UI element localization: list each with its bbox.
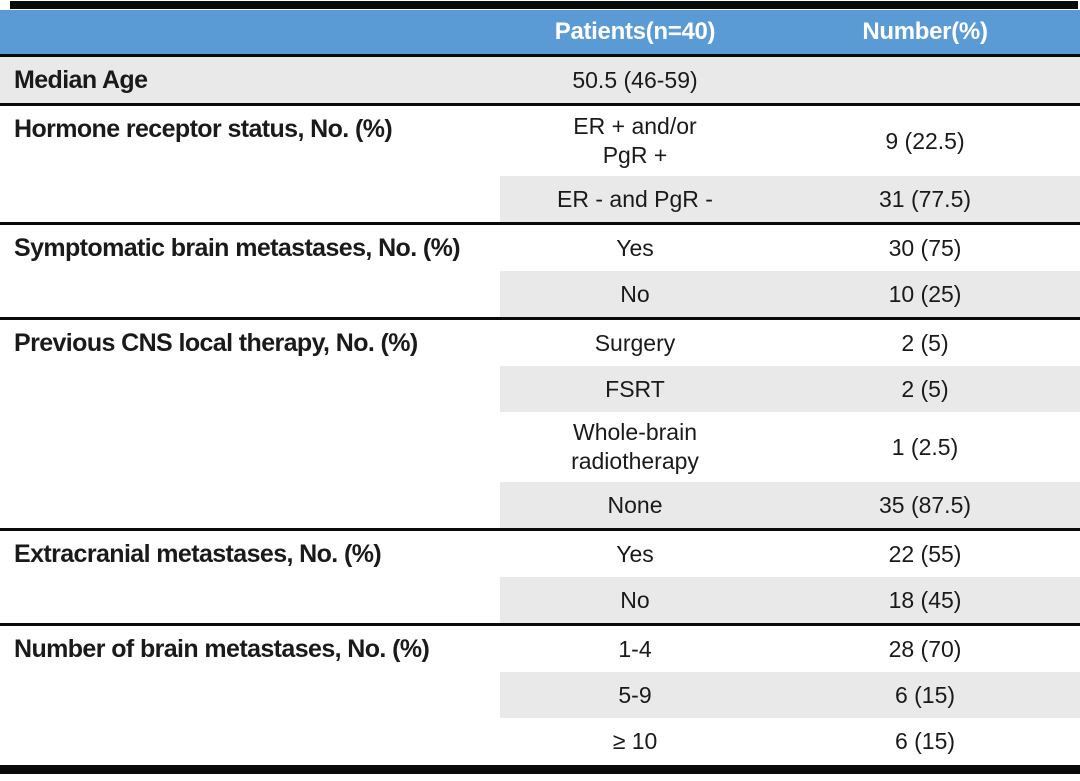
patients-value-cell: None (607, 491, 663, 518)
characteristic-group: Hormone receptor status, No. (%) ER + and… (0, 103, 1080, 222)
patients-value-cell: ER + and/or PgR + (573, 113, 697, 168)
group-rows: ER + and/or PgR + 9 (22.5) ER - and PgR - 3… (500, 106, 1080, 222)
group-rows: Yes 22 (55) No 18 (45) (500, 531, 1080, 623)
table-row: ER - and PgR - 31 (77.5) (500, 176, 1080, 222)
number-percent-cell: 9 (22.5) (885, 127, 965, 154)
number-percent-cell: 1 (2.5) (891, 433, 959, 460)
number-percent-cell: 10 (25) (888, 280, 962, 307)
table-body: Median Age 50.5 (46-59) Hormone receptor s… (0, 57, 1080, 764)
patients-value-cell: No (620, 586, 650, 613)
patients-value-cell: 1-4 (618, 635, 652, 662)
number-percent-cell: 28 (70) (888, 635, 962, 662)
patients-value-cell: Surgery (594, 329, 676, 356)
table-row: Whole-brain radiotherapy 1 (2.5) (500, 412, 1080, 482)
table-row: 5-9 6 (15) (500, 672, 1080, 718)
characteristic-group: Symptomatic brain metastases, No. (%) Yes… (0, 222, 1080, 317)
patients-value-cell: 50.5 (46-59) (572, 66, 698, 93)
table-row: No 18 (45) (500, 577, 1080, 623)
number-percent-cell: 6 (15) (894, 681, 956, 708)
characteristic-group: Extracranial metastases, No. (%) Yes 22 (5… (0, 528, 1080, 623)
number-percent-cell: 31 (77.5) (878, 185, 972, 212)
table-row: Yes 22 (55) (500, 531, 1080, 577)
number-percent-cell: 22 (55) (888, 540, 962, 567)
patients-value-cell: No (620, 280, 650, 307)
number-percent-cell: 6 (15) (894, 727, 956, 754)
table-row: Yes 30 (75) (500, 225, 1080, 271)
patients-value-cell: Yes (616, 234, 654, 261)
group-rows: Surgery 2 (5) FSRT 2 (5) Whole-brain radioth… (500, 320, 1080, 528)
group-rows: 50.5 (46-59) (500, 57, 1080, 103)
table-header-row: Patients(n=40) Number(%) (0, 10, 1080, 57)
table-row: 1-4 28 (70) (500, 626, 1080, 672)
group-label: Symptomatic brain metastases, No. (%) (14, 234, 461, 262)
number-percent-cell: 2 (5) (901, 329, 949, 356)
patients-value-cell: ER - and PgR - (557, 185, 713, 212)
table-row: ER + and/or PgR + 9 (22.5) (500, 106, 1080, 176)
table-bottom-rule (0, 765, 1080, 774)
characteristic-group: Previous CNS local therapy, No. (%) Surge… (0, 317, 1080, 528)
group-label: Hormone receptor status, No. (%) (14, 115, 393, 143)
patients-value-cell: Yes (616, 540, 654, 567)
group-label: Number of brain metastases, No. (%) (14, 635, 430, 663)
group-label: Extracranial metastases, No. (%) (14, 540, 382, 568)
number-percent-cell: 18 (45) (888, 586, 962, 613)
number-percent-cell: 35 (87.5) (878, 491, 972, 518)
number-percent-cell: 2 (5) (901, 375, 949, 402)
column-header-number: Number(%) (862, 18, 988, 45)
patients-value-cell: 5-9 (618, 681, 652, 708)
table-row: None 35 (87.5) (500, 482, 1080, 528)
group-rows: Yes 30 (75) No 10 (25) (500, 225, 1080, 317)
patients-value-cell: ≥ 10 (612, 727, 658, 754)
characteristic-group: Median Age 50.5 (46-59) (0, 57, 1080, 103)
patients-value-cell: FSRT (605, 375, 665, 402)
patients-value-cell: Whole-brain radiotherapy (571, 419, 699, 474)
column-header-patients: Patients(n=40) (554, 18, 716, 45)
group-label: Previous CNS local therapy, No. (%) (14, 329, 418, 357)
table-row: FSRT 2 (5) (500, 366, 1080, 412)
group-label: Median Age (14, 66, 148, 94)
table-row: No 10 (25) (500, 271, 1080, 317)
table-row: Surgery 2 (5) (500, 320, 1080, 366)
number-percent-cell: 30 (75) (888, 234, 962, 261)
group-rows: 1-4 28 (70) 5-9 6 (15) ≥ 10 6 (15) (500, 626, 1080, 764)
table-top-rule (10, 1, 1078, 9)
table-row: 50.5 (46-59) (500, 57, 1080, 103)
characteristic-group: Number of brain metastases, No. (%) 1-4 28… (0, 623, 1080, 764)
table-row: ≥ 10 6 (15) (500, 718, 1080, 764)
